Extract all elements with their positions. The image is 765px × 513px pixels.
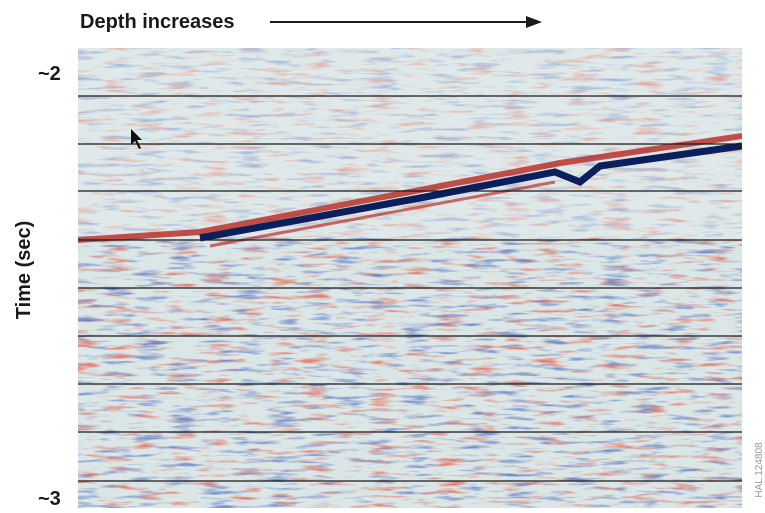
- figure-id: HAL 124808: [754, 442, 765, 498]
- bottom-time-label: ~3: [38, 488, 61, 510]
- figure: Depth increases ~2 ~3 Time (sec) HAL 124…: [0, 0, 765, 513]
- top-time-label: ~2: [38, 63, 61, 85]
- title: Depth increases: [80, 11, 235, 33]
- arrow-head: [526, 16, 542, 28]
- axis-label: Time (sec): [13, 221, 35, 320]
- seismic-image: [78, 48, 742, 508]
